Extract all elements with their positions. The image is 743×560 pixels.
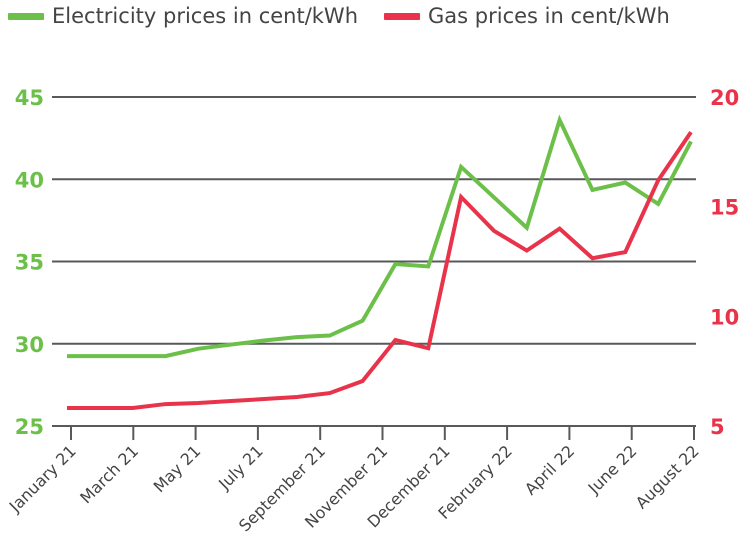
y-left-tick-label: 25 xyxy=(15,415,44,439)
x-tick-label: August 22 xyxy=(632,441,703,512)
y-left-tick-label: 40 xyxy=(15,168,44,192)
legend-item-gas: Gas prices in cent/kWh xyxy=(384,4,670,28)
y-right-tick-label: 20 xyxy=(710,86,739,110)
series-line-electricity xyxy=(67,114,693,359)
legend-label-gas: Gas prices in cent/kWh xyxy=(428,4,670,28)
legend-label-electricity: Electricity prices in cent/kWh xyxy=(52,4,359,28)
y-right-tick-label: 5 xyxy=(710,415,725,439)
y-left-tick-label: 35 xyxy=(15,251,44,275)
x-tick-label: March 21 xyxy=(76,441,142,507)
x-tick-label: January 21 xyxy=(5,441,80,516)
y-left-tick-label: 45 xyxy=(15,86,44,110)
legend: Electricity prices in cent/kWh Gas price… xyxy=(8,4,670,28)
legend-swatch-electricity xyxy=(8,12,44,20)
y-right-tick-label: 10 xyxy=(710,305,739,329)
x-tick-label: April 22 xyxy=(521,441,578,498)
legend-swatch-gas xyxy=(384,12,421,20)
series-line-gas xyxy=(67,130,693,411)
y-right-tick-label: 15 xyxy=(710,196,739,220)
legend-item-electricity: Electricity prices in cent/kWh xyxy=(8,4,358,28)
y-left-tick-label: 30 xyxy=(15,333,44,357)
x-tick-label: May 21 xyxy=(150,441,205,496)
x-tick-label: June 22 xyxy=(584,441,641,498)
x-tick-label: July 21 xyxy=(214,441,266,493)
